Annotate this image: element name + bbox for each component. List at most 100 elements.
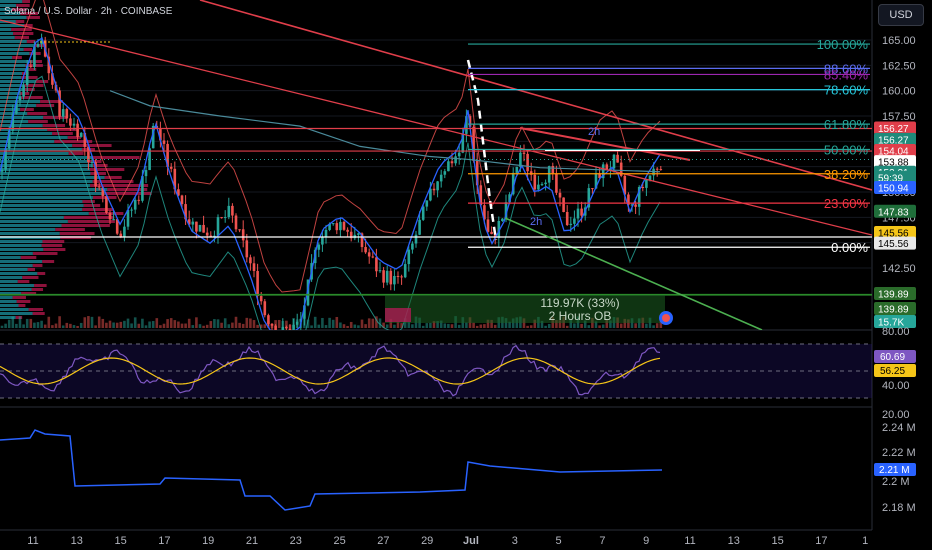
candle[interactable] [227, 205, 231, 218]
candle[interactable] [141, 176, 144, 201]
candle[interactable] [79, 132, 83, 137]
candle[interactable] [123, 226, 126, 238]
candle[interactable] [346, 229, 349, 232]
candle[interactable] [497, 220, 501, 239]
candle[interactable] [414, 234, 418, 244]
candle[interactable] [508, 194, 511, 203]
candle[interactable] [234, 215, 238, 230]
candle[interactable] [162, 140, 166, 144]
candle[interactable] [15, 100, 18, 114]
candle[interactable] [18, 96, 22, 101]
candle[interactable] [94, 162, 97, 187]
candle[interactable] [450, 161, 454, 164]
candle[interactable] [601, 164, 605, 179]
candle[interactable] [569, 223, 573, 226]
candle[interactable] [421, 206, 425, 220]
candle[interactable] [483, 205, 486, 220]
candle[interactable] [454, 156, 457, 164]
candle[interactable] [627, 194, 630, 205]
candle[interactable] [339, 221, 342, 231]
candle[interactable] [324, 229, 328, 238]
candle[interactable] [630, 204, 634, 206]
candle[interactable] [108, 212, 112, 220]
candle[interactable] [205, 232, 209, 236]
trend-line-support[interactable] [504, 217, 763, 330]
candle[interactable] [558, 192, 562, 198]
candle[interactable] [252, 263, 256, 272]
candle[interactable] [76, 123, 79, 137]
candle[interactable] [195, 221, 198, 232]
candle[interactable] [342, 221, 346, 230]
candle[interactable] [540, 184, 544, 186]
candle[interactable] [97, 186, 101, 188]
order-block-zone[interactable] [385, 295, 665, 323]
candle[interactable] [144, 170, 148, 177]
candle[interactable] [407, 249, 411, 265]
candle[interactable] [526, 153, 529, 172]
candle[interactable] [87, 146, 90, 163]
candle[interactable] [551, 166, 555, 174]
candle[interactable] [425, 200, 429, 207]
candle[interactable] [616, 154, 619, 163]
candle[interactable] [151, 125, 155, 149]
candle[interactable] [259, 296, 263, 302]
candle[interactable] [465, 116, 468, 134]
candle[interactable] [385, 270, 389, 283]
candle[interactable] [364, 247, 367, 253]
candle[interactable] [306, 279, 310, 306]
candle[interactable] [436, 181, 439, 191]
candle[interactable] [411, 243, 414, 250]
candle[interactable] [22, 85, 25, 97]
candle[interactable] [461, 133, 465, 153]
candle[interactable] [187, 219, 191, 225]
indicator-pane[interactable]: 2.24 M 2.22 M 2.2 M 2.18 M 2.21 M [0, 422, 916, 514]
candle[interactable] [202, 224, 205, 233]
candle[interactable] [591, 188, 594, 190]
candle[interactable] [220, 217, 223, 219]
candle[interactable] [400, 276, 403, 278]
candle[interactable] [216, 217, 220, 236]
candle[interactable] [335, 223, 339, 231]
candle[interactable] [562, 197, 565, 213]
candle[interactable] [418, 219, 421, 235]
candle[interactable] [565, 212, 569, 226]
candle[interactable] [0, 169, 4, 172]
candle[interactable] [61, 109, 65, 117]
candle[interactable] [659, 169, 663, 171]
candle[interactable] [594, 173, 598, 189]
candle[interactable] [472, 126, 475, 161]
candle[interactable] [126, 209, 130, 227]
candle[interactable] [475, 160, 479, 186]
candle[interactable] [637, 187, 641, 207]
candle[interactable] [490, 231, 493, 235]
candle[interactable] [501, 218, 504, 221]
candle[interactable] [198, 224, 202, 232]
candle[interactable] [317, 244, 321, 250]
candle[interactable] [393, 275, 396, 285]
candle[interactable] [429, 188, 432, 201]
candle[interactable] [544, 182, 547, 185]
candle[interactable] [223, 217, 227, 219]
candle[interactable] [375, 257, 378, 272]
candle[interactable] [382, 270, 385, 283]
candle[interactable] [328, 223, 331, 230]
candle[interactable] [447, 161, 450, 172]
candle[interactable] [115, 219, 119, 234]
candle[interactable] [159, 128, 162, 141]
candle[interactable] [360, 233, 364, 248]
candle[interactable] [504, 202, 508, 219]
candle[interactable] [11, 113, 15, 131]
candle[interactable] [213, 235, 216, 237]
candle[interactable] [378, 270, 382, 272]
candle[interactable] [389, 270, 393, 285]
candle[interactable] [634, 204, 637, 207]
candle[interactable] [101, 187, 105, 197]
candle[interactable] [281, 326, 285, 336]
price-pane[interactable]: 2h 2h [0, 0, 872, 361]
fib-retracement[interactable]: 100.00% 88.60%85.40%78.60% 61.80% 50.00% 38.… [468, 37, 870, 255]
candle[interactable] [479, 185, 483, 206]
currency-button[interactable]: USD [878, 4, 924, 26]
candle[interactable] [231, 205, 234, 216]
candle[interactable] [349, 231, 353, 239]
